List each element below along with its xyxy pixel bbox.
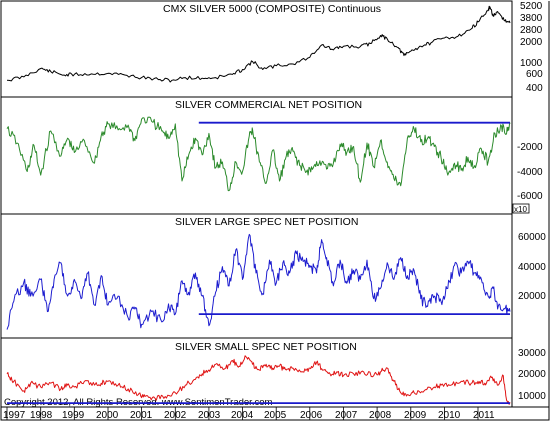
price-series-line (6, 5, 511, 83)
y-tick-label: 30000 (518, 348, 546, 359)
large-spec-panel-title: SILVER LARGE SPEC NET POSITION (175, 216, 358, 228)
x-axis-separators (6, 407, 479, 420)
x-tick-label: 2000 (96, 410, 119, 421)
y-tick-label: 3800 (520, 13, 543, 24)
y-tick-label: 400 (526, 83, 543, 94)
small-spec-series-line (6, 355, 511, 405)
large-spec-y-axis: 60000 40000 20000 (518, 232, 546, 302)
y-tick-label: 1000 (520, 58, 543, 69)
commercial-series-line (6, 116, 511, 192)
x-tick-label: 2011 (473, 410, 495, 421)
x-tick-label: 2009 (404, 410, 427, 421)
large-spec-series-line (6, 233, 511, 330)
y-tick-label: -4000 (517, 167, 543, 178)
y-tick-label: 5200 (520, 1, 543, 12)
small-spec-panel-title: SILVER SMALL SPEC NET POSITION (175, 341, 357, 353)
y-tick-label: 600 (526, 69, 543, 80)
x-axis: 1997 1998 1999 2000 2001 2002 2003 2004 … (3, 410, 495, 421)
x-tick-label: 2006 (300, 410, 323, 421)
x-tick-label: 2005 (264, 410, 287, 421)
series-layer (6, 5, 511, 405)
units-label-box (512, 203, 530, 214)
x-axis-frame (0, 406, 550, 421)
y-tick-label: 10000 (518, 391, 546, 402)
x-tick-label: 2003 (198, 410, 221, 421)
commercial-panel-title: SILVER COMMERCIAL NET POSITION (175, 99, 362, 111)
x-tick-label: 2007 (335, 410, 358, 421)
y-tick-label: 40000 (518, 262, 546, 273)
y-tick-label: 60000 (518, 232, 546, 243)
price-y-axis: 5200 3800 2800 2000 1000 600 400 (520, 1, 543, 94)
y-tick-label: -2000 (517, 142, 543, 153)
x-tick-label: 2008 (369, 410, 392, 421)
small-spec-y-axis: 30000 20000 10000 (518, 348, 546, 402)
y-tick-label: 2800 (520, 25, 543, 36)
commercial-y-axis: -2000 -4000 -6000 (517, 142, 543, 202)
y-tick-label: -6000 (517, 191, 543, 202)
y-tick-label: 20000 (518, 369, 546, 380)
x-tick-label: 1999 (62, 410, 85, 421)
x-tick-label: 1998 (30, 410, 53, 421)
y-tick-label: 20000 (518, 291, 546, 302)
x-tick-label: 2010 (438, 410, 461, 421)
x-tick-label: 1997 (3, 410, 26, 421)
y-tick-label: 2000 (520, 37, 543, 48)
units-label: x10 (514, 205, 527, 214)
price-panel-title: CMX SILVER 5000 (COMPOSITE) Continuous (163, 3, 381, 15)
